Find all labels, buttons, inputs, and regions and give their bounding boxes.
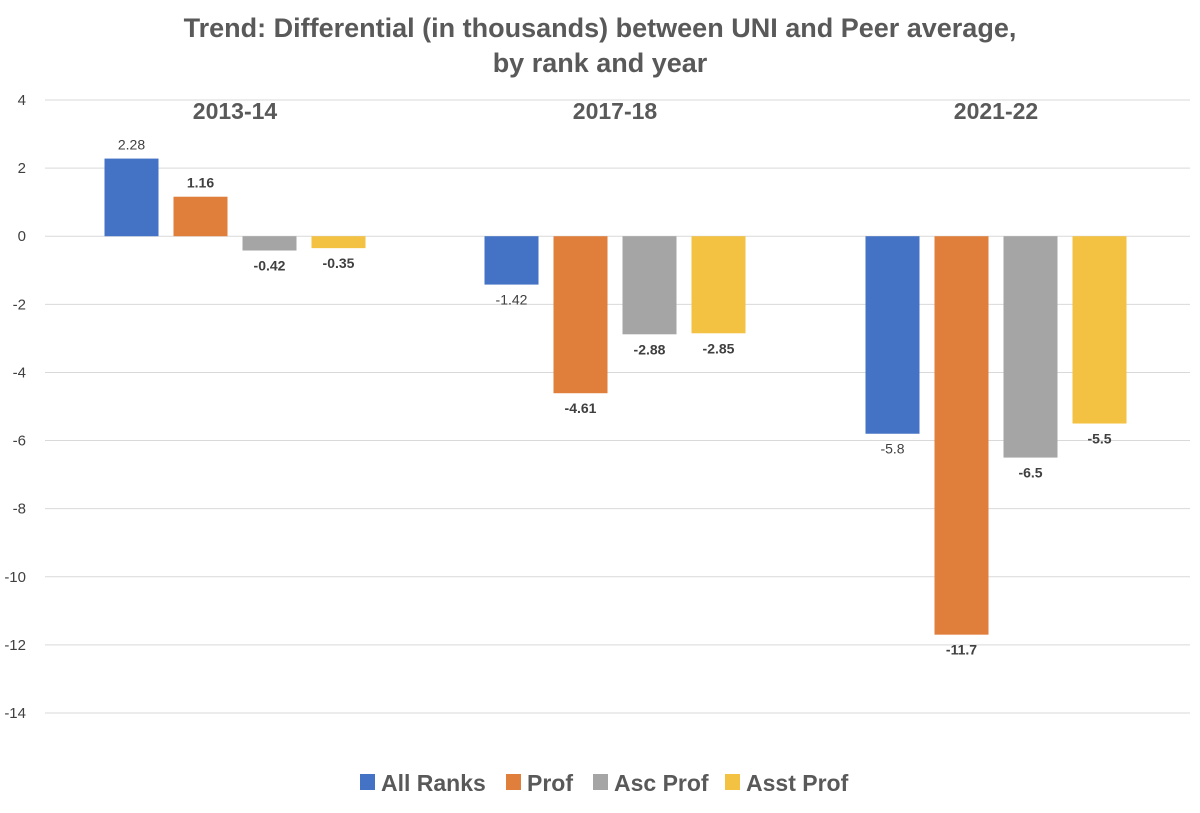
bar xyxy=(1072,236,1127,424)
y-tick-label: 0 xyxy=(18,228,26,245)
category-label: 2021-22 xyxy=(954,98,1038,124)
y-axis-tick-labels: 4 2 0 -2 -4 -6 -8 -10 -12 -14 xyxy=(4,92,26,722)
data-label: -4.61 xyxy=(565,400,597,416)
chart-title-line-1: Trend: Differential (in thousands) betwe… xyxy=(184,13,1017,43)
legend-swatch xyxy=(360,774,375,790)
bar xyxy=(865,236,920,434)
legend-label: All Ranks xyxy=(381,770,486,796)
bar xyxy=(484,236,539,285)
category-label: 2013-14 xyxy=(193,98,278,124)
bar xyxy=(242,236,297,251)
y-tick-label: -14 xyxy=(4,705,26,722)
y-tick-label: -10 xyxy=(4,569,26,586)
data-label: -0.42 xyxy=(254,258,286,274)
y-tick-label: 4 xyxy=(18,92,26,109)
data-label: -5.5 xyxy=(1087,431,1111,447)
y-tick-label: -2 xyxy=(13,296,26,313)
bar xyxy=(934,236,989,635)
category-label: 2017-18 xyxy=(573,98,658,124)
legend-label: Asc Prof xyxy=(614,770,709,796)
legend-label: Prof xyxy=(527,770,573,796)
legend-swatch xyxy=(593,774,608,790)
data-label: -2.85 xyxy=(703,340,735,356)
bar xyxy=(104,158,159,237)
bar xyxy=(691,236,746,334)
gridlines xyxy=(45,99,1190,714)
bar xyxy=(311,236,366,249)
data-label: -11.7 xyxy=(946,642,977,658)
data-label: -5.8 xyxy=(880,441,904,457)
y-tick-label: -4 xyxy=(13,364,26,381)
y-tick-label: -6 xyxy=(13,433,26,450)
data-label: -2.88 xyxy=(634,341,666,357)
legend-swatch xyxy=(506,774,521,790)
bars xyxy=(104,158,1127,635)
bar xyxy=(622,236,677,335)
legend: All Ranks Prof Asc Prof Asst Prof xyxy=(360,770,849,796)
data-label: -1.42 xyxy=(496,292,528,308)
y-tick-label: -12 xyxy=(4,637,26,654)
data-label: 1.16 xyxy=(187,175,214,191)
bar xyxy=(1003,236,1058,458)
bar xyxy=(553,236,608,394)
y-tick-label: 2 xyxy=(18,160,26,177)
category-labels: 2013-14 2017-18 2021-22 xyxy=(193,98,1038,124)
data-label: 2.28 xyxy=(118,137,145,153)
bar xyxy=(173,196,228,237)
data-labels: 2.28 1.16 -0.42 -0.35 -1.42 -4.61 -2.88 -2.85 -5… xyxy=(118,137,1112,658)
y-tick-label: -8 xyxy=(13,501,26,518)
legend-swatch xyxy=(725,774,740,790)
data-label: -0.35 xyxy=(323,255,355,271)
data-label: -6.5 xyxy=(1018,465,1042,481)
chart-title-line-2: by rank and year xyxy=(493,48,708,78)
legend-label: Asst Prof xyxy=(746,770,849,796)
